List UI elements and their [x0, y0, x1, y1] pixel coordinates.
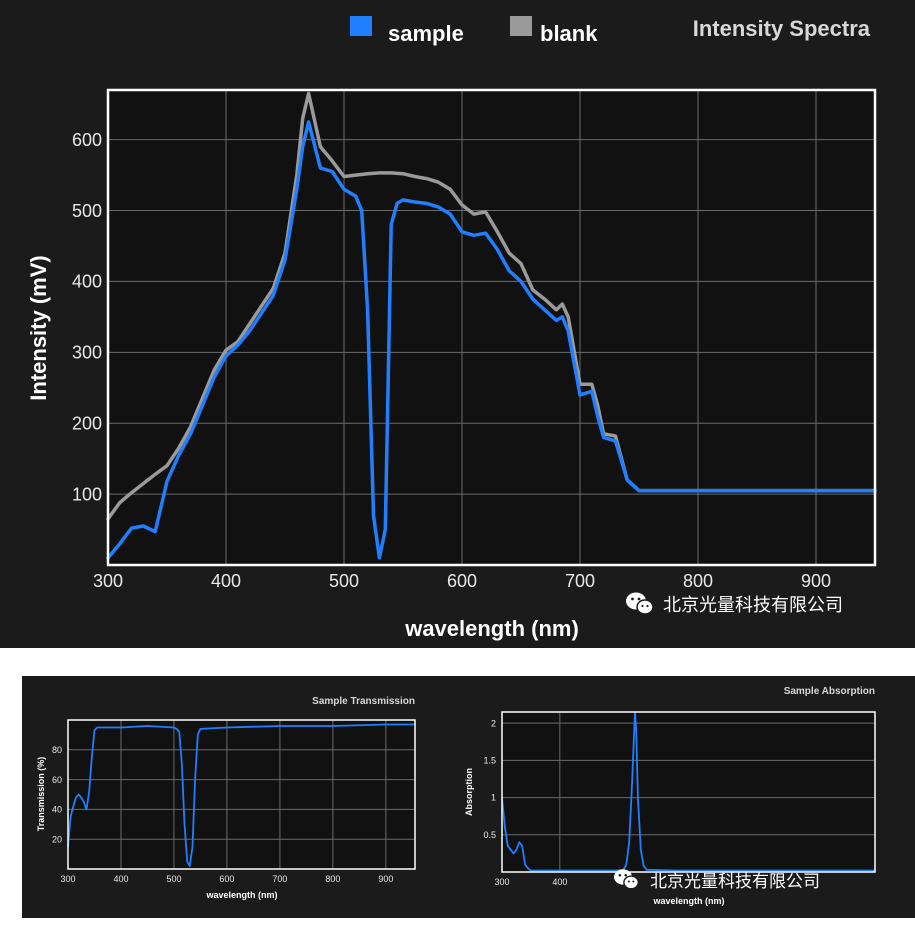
wechat-icon-eye [641, 604, 644, 608]
main-x-tick-label: 800 [683, 571, 713, 591]
absorption-chart-title: Sample Absorption [784, 686, 875, 697]
transmission-chart-title: Sample Transmission [312, 696, 415, 707]
transmission-x-tick-label: 300 [60, 874, 75, 884]
transmission-x-tick-label: 800 [325, 874, 340, 884]
transmission-y-tick-label: 40 [52, 805, 62, 815]
main-y-tick-label: 200 [72, 414, 102, 434]
main-x-tick-label: 600 [447, 571, 477, 591]
main-y-tick-label: 400 [72, 272, 102, 292]
absorption-x-axis-label: wavelength (nm) [652, 896, 724, 906]
main-axes-frame [106, 88, 877, 567]
wechat-icon-eye [632, 880, 635, 883]
transmission-y-tick-label: 80 [52, 745, 62, 755]
main-series-blank [106, 91, 877, 521]
main-plot-area [108, 90, 875, 565]
absorption-y-tick-label: 1 [491, 793, 496, 803]
sub-charts-panel: 300 400 500 600 700 800 900 20 40 60 80 wavelength … [22, 676, 915, 918]
legend-swatch-blank [510, 16, 532, 36]
absorption-plot-area [502, 712, 875, 872]
transmission-x-axis-label: wavelength (nm) [205, 890, 277, 900]
legend: sample blank [350, 16, 598, 46]
wechat-icon-eye [618, 873, 622, 877]
wechat-icon [626, 592, 654, 615]
wechat-icon-bubble-small [636, 599, 654, 615]
main-y-tick-label: 500 [72, 201, 102, 221]
intensity-chart-panel: 300 400 500 600 700 800 900 100 200 300 400 500 600 w… [0, 0, 915, 648]
watermark-bottom: 北京光量科技有限公司 [614, 869, 820, 891]
transmission-y-tick-label: 60 [52, 775, 62, 785]
transmission-y-axis-label: Transmission (%) [36, 757, 46, 832]
transmission-axes-frame [67, 719, 416, 870]
absorption-x-tick-label: 300 [494, 877, 509, 887]
main-x-tick-label: 500 [329, 571, 359, 591]
wechat-icon-eye [627, 880, 630, 883]
absorption-chart: 300 400 0.5 1 1.5 2 wavelength (nm) Absorption S… [464, 686, 876, 906]
watermark-text: 北京光量科技有限公司 [650, 872, 820, 891]
main-chart-title: Intensity Spectra [693, 16, 871, 41]
absorption-y-tick-label: 2 [491, 718, 496, 728]
legend-swatch-sample [350, 16, 372, 36]
wechat-icon [614, 869, 639, 890]
transmission-chart: 300 400 500 600 700 800 900 20 40 60 80 wavelength … [36, 696, 416, 900]
transmission-x-tick-label: 400 [113, 874, 128, 884]
absorption-y-tick-label: 0.5 [483, 830, 496, 840]
transmission-series-line [67, 723, 416, 867]
main-x-tick-label: 900 [801, 571, 831, 591]
main-y-tick-label: 300 [72, 343, 102, 363]
wechat-icon-eye [646, 604, 649, 608]
absorption-y-tick-label: 1.5 [483, 756, 496, 766]
transmission-plot-area [68, 720, 415, 869]
sub-charts: 300 400 500 600 700 800 900 20 40 60 80 wavelength … [36, 686, 876, 906]
transmission-x-tick-label: 700 [272, 874, 287, 884]
absorption-axes-frame [501, 711, 876, 873]
legend-label-sample: sample [388, 21, 464, 46]
wechat-icon-eye [624, 873, 627, 877]
main-chart: 300 400 500 600 700 800 900 100 200 300 400 500 600 w… [26, 16, 877, 641]
transmission-x-tick-label: 500 [166, 874, 181, 884]
absorption-x-tick-label: 400 [552, 877, 567, 887]
wechat-icon-eye [631, 597, 634, 601]
transmission-x-tick-label: 900 [378, 874, 393, 884]
main-y-tick-label: 100 [72, 484, 102, 504]
main-x-tick-label: 400 [211, 571, 241, 591]
wechat-icon-bubble-small [623, 875, 639, 890]
main-series-sample [106, 120, 877, 560]
wechat-icon-eye [637, 597, 641, 601]
watermark-text: 北京光量科技有限公司 [663, 595, 843, 615]
intensity-chart: 300 400 500 600 700 800 900 100 200 300 400 500 600 w… [26, 16, 877, 641]
main-y-tick-label: 600 [72, 130, 102, 150]
main-x-tick-label: 700 [565, 571, 595, 591]
main-x-tick-label: 300 [93, 571, 123, 591]
absorption-series-line [501, 711, 876, 872]
main-y-axis-label: Intensity (mV) [26, 255, 51, 400]
watermark-main: 北京光量科技有限公司 [626, 592, 843, 615]
transmission-x-tick-label: 600 [219, 874, 234, 884]
transmission-y-tick-label: 20 [52, 834, 62, 844]
legend-label-blank: blank [540, 21, 598, 46]
main-x-axis-label: wavelength (nm) [404, 616, 579, 641]
absorption-y-axis-label: Absorption [464, 768, 474, 816]
